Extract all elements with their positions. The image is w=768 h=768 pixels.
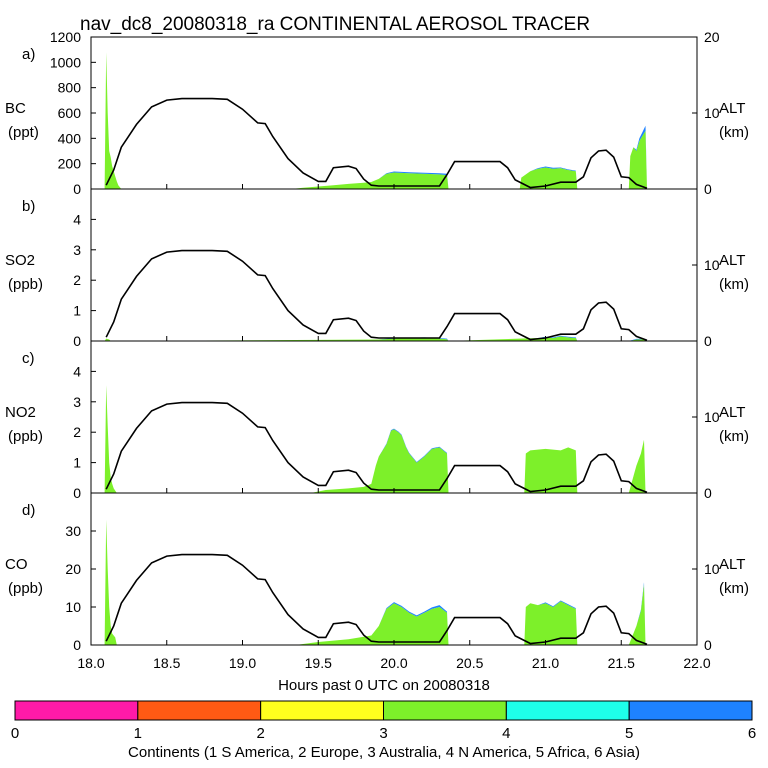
y-tick-label: 0: [73, 333, 81, 349]
panels: 02004006008001000120001020a)BC(ppt)ALT(k…: [5, 29, 749, 653]
y-tick-label: 3: [73, 242, 81, 258]
chart-title: nav_dc8_20080318_ra CONTINENTAL AEROSOL …: [80, 14, 590, 35]
y-tick-label: 10: [65, 599, 81, 615]
colorbar-tick-label: 5: [625, 725, 633, 742]
altitude-line-co: [105, 553, 648, 645]
species-label: BC: [5, 100, 26, 117]
colorbar-segment-europe: [137, 700, 262, 721]
panel-label: d): [22, 502, 35, 519]
colorbar: 0 1 2 3 4 5 6: [11, 700, 756, 742]
y-tick-label: 400: [58, 130, 82, 146]
area-bc-asia: [104, 52, 648, 190]
y-tick-label: 1200: [50, 29, 81, 45]
panel-label: c): [22, 350, 35, 367]
panel-so2: 0 1 2 3 4 0 10 b) SO2 (ppb) ALT (km): [5, 188, 749, 349]
alt-tick-label: 0: [704, 181, 712, 197]
alt-unit-label: (km): [719, 580, 749, 597]
alt-unit-label: (km): [719, 276, 749, 293]
y-tick-label: 4: [73, 211, 81, 227]
colorbar-segment-asia: [628, 700, 753, 721]
x-axis-label: Hours past 0 UTC on 20080318: [278, 677, 490, 694]
panel-co: 0 10 20 30 0 10 d) CO (ppb) ALT (km): [5, 492, 749, 653]
x-tick-label: 20.5: [456, 655, 483, 671]
y-tick-label: 0: [73, 637, 81, 653]
panel-bc: 0 200 400 600 800 1000 1200 0 10 20 a) BC (ppt) ALT (k…: [5, 29, 749, 197]
x-tick-label: 21.5: [608, 655, 635, 671]
panel-frame: [90, 36, 698, 190]
altitude-line-no2: [105, 401, 648, 493]
alt-tick-label: 0: [704, 485, 712, 501]
y-tick-label: 0: [73, 181, 81, 197]
colorbar-segment-n-america: [383, 700, 507, 721]
colorbar-tick-label: 0: [11, 725, 19, 742]
alt-label: ALT: [719, 252, 745, 269]
x-tick-label: 19.5: [305, 655, 332, 671]
alt-tick-label: 20: [704, 29, 720, 45]
y-tick-label: 2: [73, 272, 81, 288]
panel-label: b): [22, 198, 35, 215]
species-label: NO2: [5, 404, 36, 421]
colorbar-segment-s-america: [14, 700, 139, 721]
y-tick-label: 600: [58, 105, 82, 121]
alt-tick-label: 0: [704, 333, 712, 349]
x-tick-label: 18.0: [77, 655, 104, 671]
x-tick-label: 18.5: [153, 655, 180, 671]
alt-tick-label: 10: [704, 409, 720, 425]
colorbar-label: Continents (1 S America, 2 Europe, 3 Aus…: [128, 744, 640, 761]
alt-tick-label: 10: [704, 561, 720, 577]
x-tick-label: 19.0: [229, 655, 256, 671]
y-tick-label: 1: [73, 455, 81, 471]
y-tick-label: 1000: [50, 54, 81, 70]
y-tick-label: 200: [58, 156, 82, 172]
unit-label: (ppb): [8, 428, 43, 445]
x-tick-label: 20.0: [380, 655, 407, 671]
alt-label: ALT: [719, 556, 745, 573]
x-axis: 18.0 18.5 19.0 19.5 20.0 20.5 21.0 21.5 22.0: [77, 655, 710, 671]
y-tick-label: 800: [58, 80, 82, 96]
alt-tick-label: 0: [704, 637, 712, 653]
colorbar-segment-australia: [260, 700, 384, 721]
altitude-line-bc: [105, 97, 648, 189]
alt-label: ALT: [719, 404, 745, 421]
unit-label: (ppb): [8, 580, 43, 597]
area-bc-n-america: [104, 52, 648, 190]
area-co-n-america: [104, 519, 646, 645]
y-tick-label: 4: [73, 363, 81, 379]
alt-tick-label: 10: [704, 105, 720, 121]
alt-tick-label: 10: [704, 257, 720, 273]
area-so2-n-america: [104, 336, 646, 341]
y-tick-label: 0: [73, 485, 81, 501]
x-tick-label: 22.0: [683, 655, 710, 671]
y-tick-label: 30: [65, 523, 81, 539]
unit-label: (ppb): [8, 276, 43, 293]
panel-label: a): [22, 46, 35, 63]
colorbar-tick-label: 3: [379, 725, 387, 742]
species-label: SO2: [5, 252, 35, 269]
alt-unit-label: (km): [719, 124, 749, 141]
species-label: CO: [5, 556, 28, 573]
unit-label: (ppt): [8, 124, 39, 141]
panel-frame: [90, 188, 698, 342]
altitude-line-so2: [105, 249, 648, 341]
y-tick-label: 3: [73, 394, 81, 410]
y-tick-label: 20: [65, 561, 81, 577]
colorbar-tick-label: 2: [256, 725, 264, 742]
x-tick-label: 21.0: [532, 655, 559, 671]
colorbar-tick-label: 4: [502, 725, 510, 742]
area-no2-n-america: [104, 385, 646, 493]
y-tick-label: 2: [73, 424, 81, 440]
panel-no2: 0 1 2 3 4 0 10 c) NO2 (ppb) ALT (km): [5, 340, 749, 501]
colorbar-tick-label: 1: [134, 725, 142, 742]
colorbar-tick-label: 6: [748, 725, 756, 742]
colorbar-segment-africa: [505, 700, 630, 721]
alt-unit-label: (km): [719, 428, 749, 445]
alt-label: ALT: [719, 100, 745, 117]
y-tick-label: 1: [73, 303, 81, 319]
